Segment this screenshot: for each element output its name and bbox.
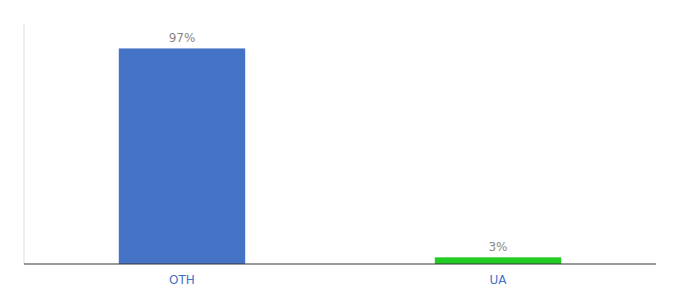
data-label: 3% [488,240,507,254]
bar [435,257,561,264]
data-label: 97% [169,31,196,45]
bars [119,48,561,264]
y-axis-line [24,24,25,264]
bar [119,48,245,264]
x-tick-label: OTH [169,273,195,287]
chart: 97% 3% OTH UA [0,0,680,300]
x-axis-line [24,264,656,265]
x-tick-label: UA [490,273,508,287]
